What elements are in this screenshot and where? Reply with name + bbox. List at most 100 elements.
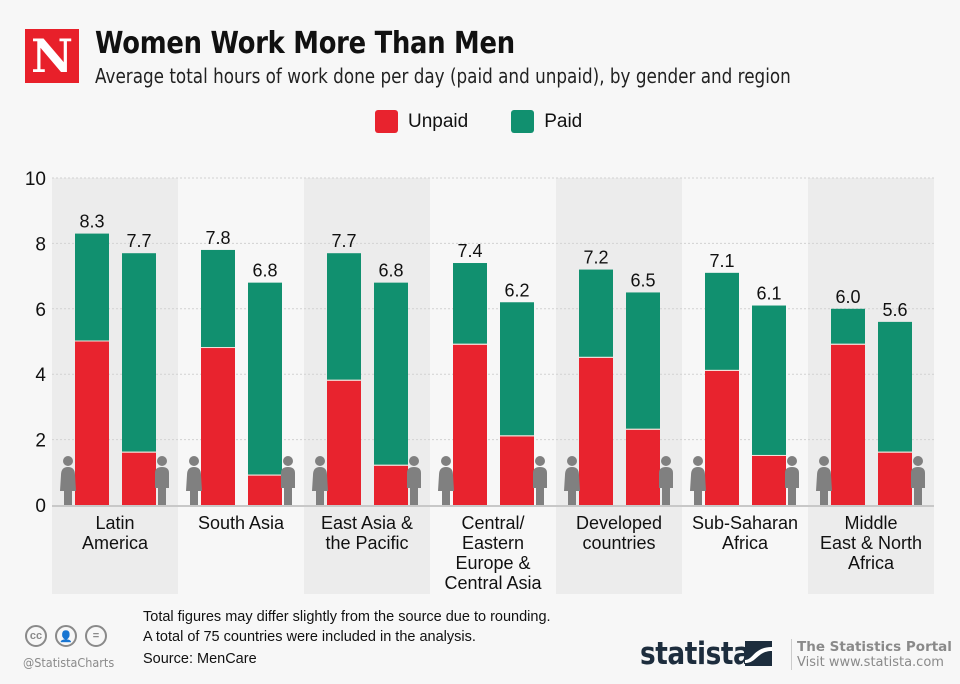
y-tick-label: 8: [35, 234, 46, 255]
man-icon-head: [787, 456, 797, 466]
footnote: Total figures may differ slightly from t…: [143, 607, 551, 647]
bar-unpaid-men: [878, 452, 912, 505]
category-label: Europe &: [455, 553, 530, 573]
bar-unpaid-women: [201, 348, 235, 505]
total-label-women: 7.7: [331, 231, 356, 251]
category-label: Eastern: [462, 533, 524, 553]
bar-unpaid-women: [453, 344, 487, 505]
bar-unpaid-women: [831, 344, 865, 505]
column-band: [52, 178, 178, 594]
man-icon-head: [157, 456, 167, 466]
woman-icon: [186, 467, 202, 505]
woman-icon: [60, 467, 76, 505]
category-label: Central Asia: [444, 573, 542, 593]
woman-icon: [438, 467, 454, 505]
total-label-men: 7.7: [126, 231, 151, 251]
bar-unpaid-men: [248, 475, 282, 505]
bar-paid-men: [752, 305, 786, 455]
legend-swatch-unpaid: [375, 110, 398, 133]
legend-label-unpaid: Unpaid: [408, 110, 469, 132]
no-derivatives-icon: =: [85, 625, 107, 647]
bar-unpaid-men: [374, 465, 408, 505]
total-label-women: 6.0: [835, 287, 860, 307]
column-band: [304, 178, 430, 594]
category-label: Africa: [848, 553, 895, 573]
woman-icon-head: [441, 456, 451, 466]
y-tick-label: 4: [35, 365, 46, 386]
legend: Unpaid Paid: [375, 110, 615, 133]
man-icon: [533, 467, 547, 505]
y-tick-label: 6: [35, 300, 46, 321]
category-label: America: [82, 533, 149, 553]
statista-brand[interactable]: statista: [640, 636, 751, 672]
man-icon-head: [913, 456, 923, 466]
total-label-men: 6.8: [252, 261, 277, 281]
total-label-women: 7.1: [709, 251, 734, 271]
man-icon: [659, 467, 673, 505]
legend-label-paid: Paid: [544, 110, 583, 132]
bar-unpaid-women: [327, 380, 361, 505]
column-band: [556, 178, 682, 594]
woman-icon: [816, 467, 832, 505]
woman-icon-head: [567, 456, 577, 466]
y-tick-label: 2: [35, 431, 46, 452]
bar-paid-women: [201, 249, 235, 348]
category-label: Sub-Saharan: [692, 513, 798, 533]
chart-subtitle: Average total hours of work done per day…: [95, 64, 791, 88]
woman-icon-head: [819, 456, 829, 466]
bar-paid-women: [327, 253, 361, 380]
statista-portal[interactable]: The Statistics Portal Visit www.statista…: [791, 639, 952, 670]
woman-icon-head: [693, 456, 703, 466]
man-icon: [281, 467, 295, 505]
category-label: East Asia &: [321, 513, 413, 533]
category-label: Africa: [722, 533, 769, 553]
bar-paid-women: [75, 233, 109, 341]
bar-paid-women: [705, 272, 739, 370]
legend-item-unpaid: Unpaid: [375, 110, 468, 133]
woman-icon: [312, 467, 328, 505]
bar-paid-men: [878, 321, 912, 452]
bar-paid-women: [579, 269, 613, 357]
total-label-women: 7.8: [205, 228, 230, 248]
chart-title: Women Work More Than Men: [95, 26, 515, 61]
category-label: East & North: [820, 533, 922, 553]
bar-paid-men: [500, 302, 534, 436]
total-label-men: 6.2: [504, 280, 529, 300]
column-band: [808, 178, 934, 594]
bar-unpaid-men: [752, 455, 786, 505]
bar-paid-women: [453, 263, 487, 344]
category-label: Latin: [95, 513, 134, 533]
bar-paid-women: [831, 308, 865, 344]
bar-unpaid-women: [75, 341, 109, 505]
woman-icon: [564, 467, 580, 505]
bar-paid-men: [626, 292, 660, 429]
category-label: Central/: [461, 513, 524, 533]
bar-paid-men: [374, 282, 408, 465]
license-icons: cc 👤 =: [25, 625, 107, 647]
portal-url[interactable]: Visit www.statista.com: [797, 655, 944, 670]
total-label-women: 7.4: [457, 241, 482, 261]
legend-swatch-paid: [511, 110, 535, 133]
cc-icon: cc: [25, 625, 47, 647]
man-icon-head: [661, 456, 671, 466]
newsweek-logo: N: [25, 29, 79, 83]
source-text: Source: MenCare: [143, 651, 257, 667]
bar-unpaid-women: [705, 370, 739, 505]
footnote-line-1: Total figures may differ slightly from t…: [143, 609, 551, 625]
total-label-men: 6.1: [756, 284, 781, 304]
man-icon: [911, 467, 925, 505]
attribution-icon: 👤: [55, 625, 77, 647]
total-label-women: 7.2: [583, 248, 608, 268]
logo-letter: N: [30, 29, 74, 83]
man-icon-head: [283, 456, 293, 466]
bar-paid-men: [122, 253, 156, 452]
bar-unpaid-men: [500, 436, 534, 505]
man-icon: [785, 467, 799, 505]
woman-icon-head: [189, 456, 199, 466]
total-label-men: 6.5: [630, 270, 655, 290]
man-icon-head: [535, 456, 545, 466]
woman-icon: [690, 467, 706, 505]
woman-icon-head: [315, 456, 325, 466]
bar-unpaid-women: [579, 357, 613, 505]
